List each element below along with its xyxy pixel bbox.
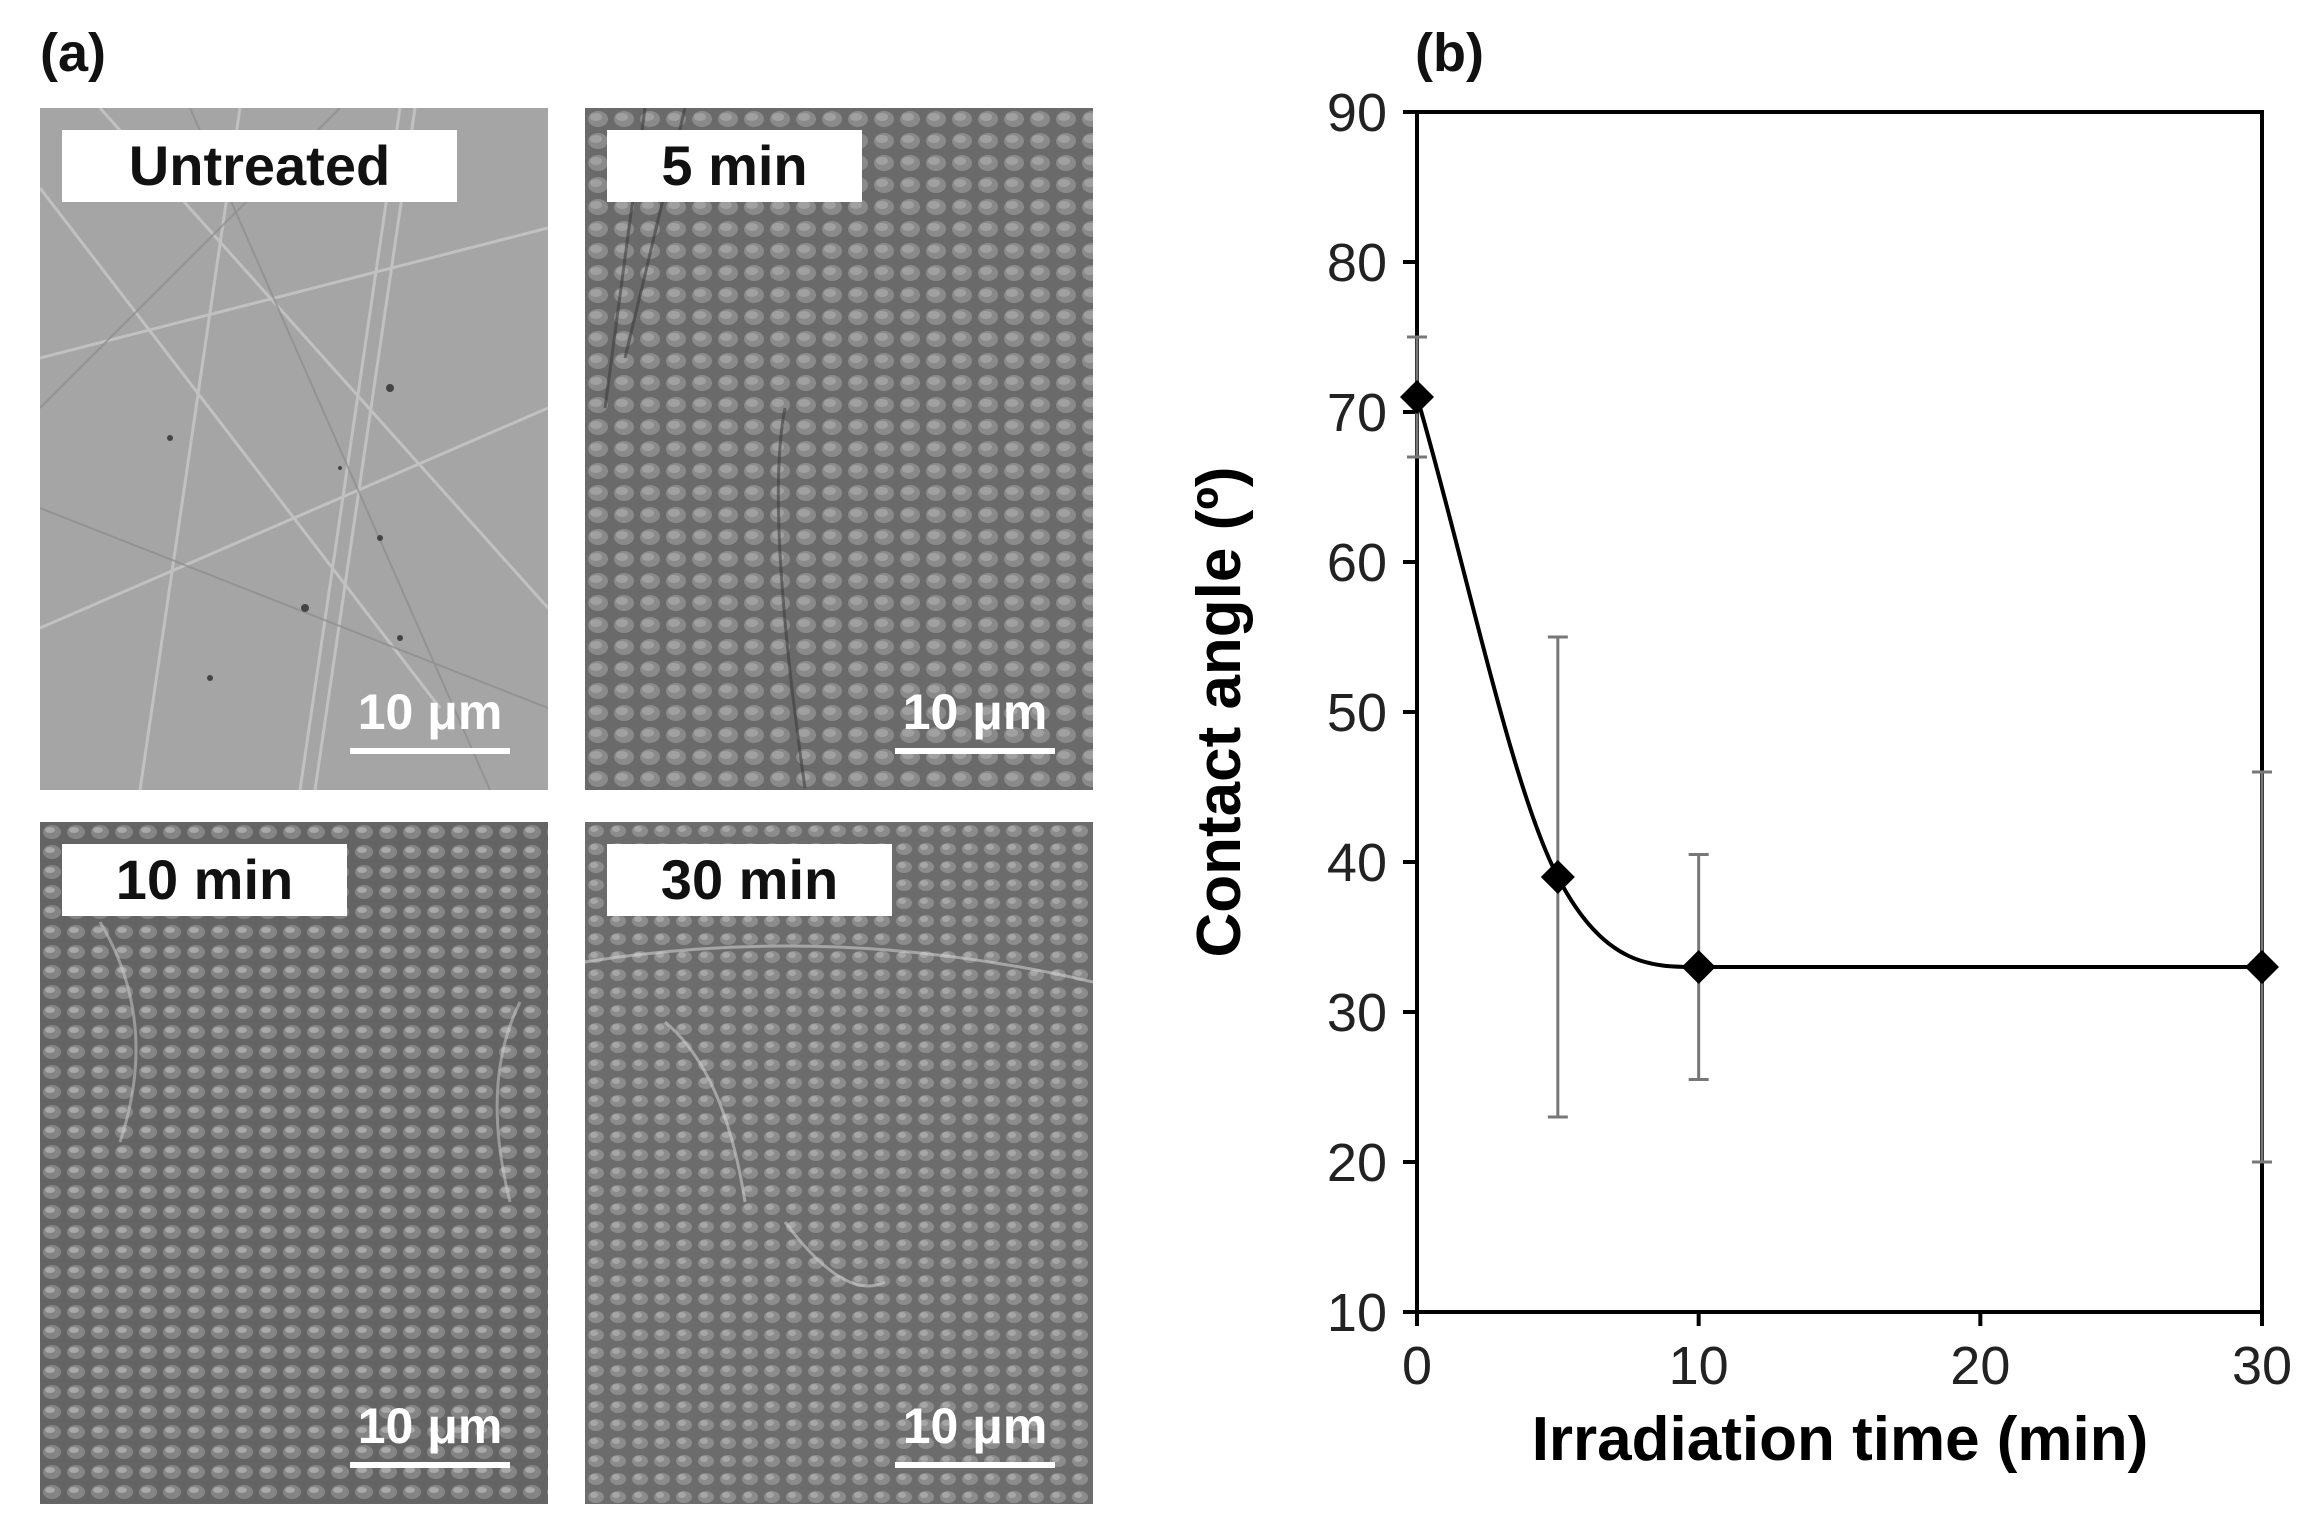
y-tick-label: 20 xyxy=(1327,1133,1387,1193)
scale-bar-label: 10 μm xyxy=(357,684,503,740)
sem-label: 30 min xyxy=(607,844,892,916)
scale-bar-label: 10 μm xyxy=(357,1398,503,1454)
sem-image-10min: 10 min 10 μm xyxy=(40,822,548,1504)
x-tick-label: 0 xyxy=(1402,1336,1432,1396)
scale-bar xyxy=(350,748,510,754)
y-tick-label: 90 xyxy=(1327,83,1387,143)
sem-texture xyxy=(585,108,1093,790)
x-axis-label: Irradiation time (min) xyxy=(1532,1405,2149,1474)
y-tick-label: 50 xyxy=(1327,683,1387,743)
y-tick-label: 10 xyxy=(1327,1283,1387,1343)
sem-image-30min: 30 min 10 μm xyxy=(585,822,1093,1504)
data-markers xyxy=(1400,380,2279,984)
data-point xyxy=(1400,380,1434,414)
sem-image-5min: 5 min 10 μm xyxy=(585,108,1093,790)
x-tick-label: 10 xyxy=(1669,1336,1729,1396)
panel-label-b: (b) xyxy=(1415,23,1484,83)
sem-label: 5 min xyxy=(607,130,862,202)
scale-bar xyxy=(895,748,1055,754)
scale-bar-label: 10 μm xyxy=(902,1398,1048,1454)
scale-bar xyxy=(895,1462,1055,1468)
panel-label-a: (a) xyxy=(40,23,106,83)
plot-frame xyxy=(1415,110,2264,1314)
data-point xyxy=(2245,950,2279,984)
y-axis-label: Contact angle (º) xyxy=(1185,466,1254,957)
y-tick-label: 30 xyxy=(1327,983,1387,1043)
sem-texture xyxy=(40,108,548,790)
series-line xyxy=(1415,396,2262,970)
sem-texture xyxy=(585,822,1093,1504)
sem-texture xyxy=(40,822,548,1504)
y-tick-label: 40 xyxy=(1327,833,1387,893)
x-tick-label: 30 xyxy=(2232,1336,2292,1396)
y-tick-label: 60 xyxy=(1327,533,1387,593)
x-axis-ticks: 0 10 20 30 xyxy=(1402,1312,2292,1396)
data-point xyxy=(1540,860,1575,894)
error-bars xyxy=(1407,335,2272,1164)
scale-bar-label: 10 μm xyxy=(902,684,1048,740)
y-tick-label: 70 xyxy=(1327,383,1387,443)
x-tick-label: 20 xyxy=(1950,1336,2010,1396)
y-tick-label: 80 xyxy=(1327,233,1387,293)
sem-image-untreated: Untreated 10 μm xyxy=(40,108,548,790)
scale-bar xyxy=(350,1462,510,1468)
data-point xyxy=(1681,950,1716,984)
y-axis-ticks: 10 20 30 40 50 60 70 80 90 xyxy=(1327,83,1417,1343)
sem-label: 10 min xyxy=(62,844,347,916)
sem-label: Untreated xyxy=(62,130,457,202)
